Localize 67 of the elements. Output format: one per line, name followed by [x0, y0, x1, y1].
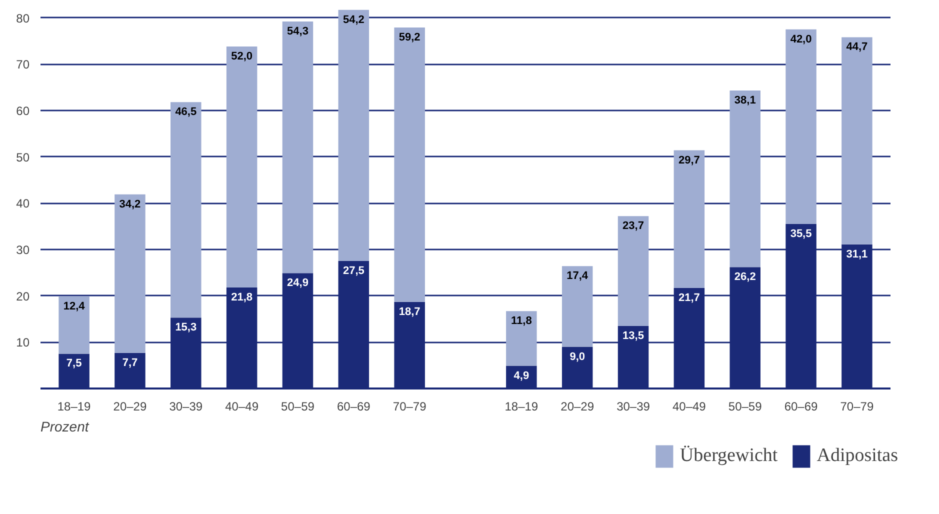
data-label: 54,2 [342, 14, 364, 26]
y-tick-label: 70 [16, 58, 30, 72]
x-tick-label: 18–19 [57, 400, 92, 414]
x-tick-label: 20–29 [560, 400, 594, 414]
data-label: 34,2 [119, 198, 141, 210]
x-tick-label: 30–39 [169, 400, 203, 414]
x-tick-label: 60–69 [336, 400, 371, 414]
legend-label: Übergewicht [680, 445, 778, 467]
bar [394, 28, 425, 302]
data-label: 18,7 [398, 306, 420, 318]
data-label: 52,0 [231, 50, 253, 62]
data-label: 38,1 [734, 94, 756, 107]
data-label: 27,5 [342, 265, 364, 278]
bar [114, 194, 146, 353]
data-label: 44,7 [846, 41, 868, 54]
y-tick-label: 10 [16, 336, 30, 350]
bar [226, 46, 258, 288]
data-label: 12,4 [63, 300, 86, 312]
data-label: 42,0 [790, 33, 812, 46]
data-label: 7,7 [122, 356, 138, 369]
data-label: 15,3 [175, 322, 197, 334]
data-label: 23,7 [622, 220, 644, 232]
bar [618, 216, 649, 326]
data-label: 26,2 [734, 271, 756, 284]
data-label: 59,2 [398, 32, 420, 44]
data-label: 31,1 [846, 248, 868, 260]
x-tick-label: 40–49 [225, 400, 259, 414]
data-label: 24,9 [287, 277, 308, 290]
x-tick-label: 60–69 [784, 400, 818, 414]
x-tick-label: 20–29 [113, 400, 147, 414]
y-tick-label: 60 [16, 104, 30, 118]
data-label: 35,5 [790, 228, 812, 240]
x-tick-label: 70–79 [392, 400, 427, 414]
data-label: 9,0 [570, 350, 585, 363]
x-tick-label: 18–19 [504, 400, 538, 414]
bar [730, 90, 760, 268]
x-tick-label: 50–59 [728, 400, 762, 414]
data-label: 29,7 [678, 154, 700, 166]
y-tick-label: 80 [16, 11, 30, 26]
data-label: 11,8 [511, 315, 532, 328]
y-tick-label: 50 [16, 150, 30, 164]
data-label: 13,5 [622, 330, 644, 342]
data-label: 21,7 [678, 292, 700, 304]
data-label: 7,5 [66, 358, 82, 370]
data-label: 46,5 [175, 106, 197, 118]
bar [170, 102, 202, 318]
x-tick-label: 40–49 [672, 400, 706, 414]
data-label: 17,4 [566, 270, 589, 282]
x-tick-label: 30–39 [616, 400, 650, 414]
y-tick-label: 30 [16, 242, 30, 257]
bar [674, 150, 705, 288]
text: Prozent [40, 418, 90, 434]
bar [58, 296, 90, 354]
data-label: 54,3 [287, 25, 308, 38]
x-tick-label: 50–59 [281, 400, 315, 414]
bar [282, 21, 314, 274]
data-label: 21,8 [231, 291, 253, 304]
bar [562, 266, 593, 347]
y-tick-label: 40 [16, 196, 30, 211]
data-label: 4,9 [514, 370, 530, 382]
bar [842, 37, 872, 244]
bar [338, 10, 370, 262]
y-tick-label: 20 [16, 289, 30, 304]
legend-label: Adipositas [816, 445, 898, 467]
x-tick-label: 70–79 [840, 400, 874, 414]
bar [786, 29, 816, 224]
bar [506, 311, 537, 366]
